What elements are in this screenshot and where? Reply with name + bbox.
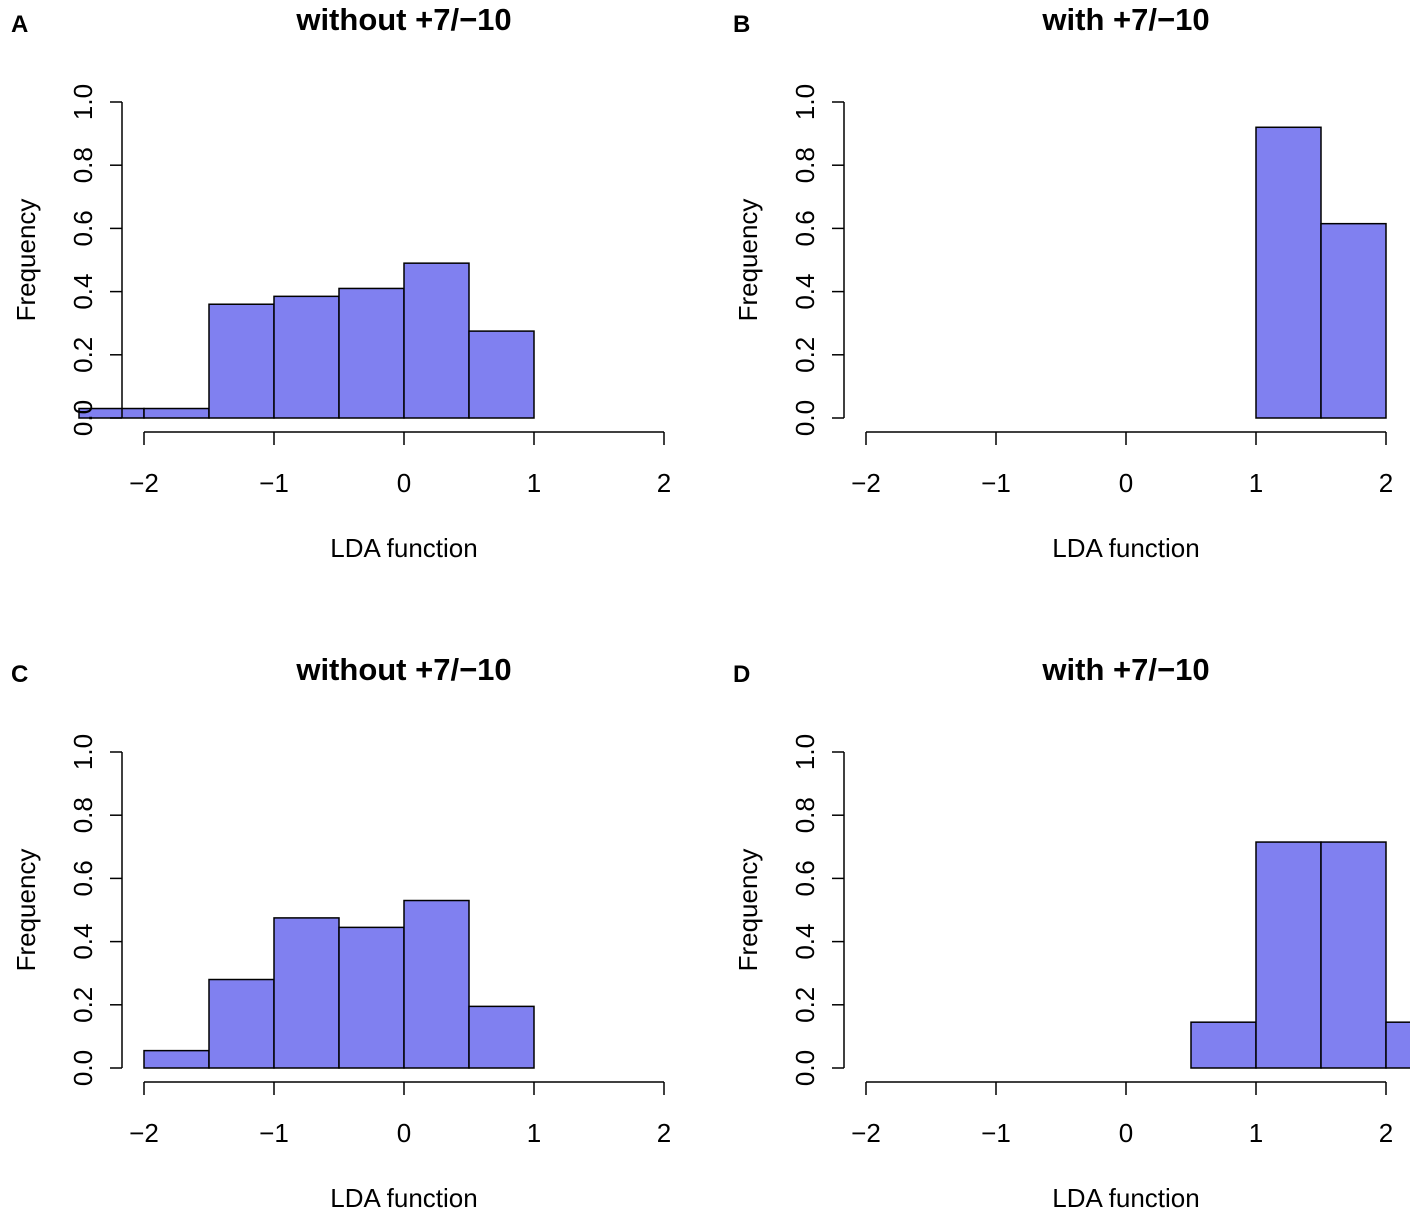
y-tick-label: 0.0 (790, 1050, 820, 1086)
y-tick-label: 1.0 (68, 734, 98, 770)
x-axis-label: LDA function (330, 1183, 477, 1213)
y-axis-label: Frequency (733, 849, 763, 972)
histogram-bar (143, 407, 210, 419)
bars-group (1190, 841, 1410, 1069)
y-tick-label: 0.6 (68, 860, 98, 896)
histogram-bar (403, 262, 470, 419)
y-tick-label: 0.2 (790, 987, 820, 1023)
panel-label: A (11, 11, 28, 38)
x-tick-label: 2 (1379, 1118, 1393, 1148)
histogram-bar (403, 899, 470, 1069)
histogram-bar (338, 287, 405, 419)
x-tick-label: 1 (527, 468, 541, 498)
x-tick-label: −1 (259, 1118, 289, 1148)
y-tick-label: 0.8 (790, 797, 820, 833)
y-tick-label: 0.2 (68, 987, 98, 1023)
x-tick-label: 0 (1119, 468, 1133, 498)
panel-label: D (733, 661, 750, 688)
y-tick-label: 1.0 (68, 84, 98, 120)
x-tick-label: 0 (397, 1118, 411, 1148)
y-tick-label: 0.4 (790, 274, 820, 310)
x-tick-label: −2 (851, 1118, 881, 1148)
y-tick-label: 0.4 (68, 924, 98, 960)
bars-group (78, 262, 535, 419)
x-tick-label: −1 (981, 1118, 1011, 1148)
y-tick-label: 0.6 (68, 210, 98, 246)
panel-label: B (733, 11, 750, 38)
x-axis-label: LDA function (1052, 533, 1199, 563)
x-tick-label: 1 (1249, 1118, 1263, 1148)
chart-title: without +7/−10 (295, 2, 511, 37)
y-tick-label: 0.2 (68, 337, 98, 373)
y-axis-label: Frequency (733, 199, 763, 322)
x-tick-label: 1 (527, 1118, 541, 1148)
histogram-bar (1320, 222, 1387, 419)
x-tick-label: −1 (981, 468, 1011, 498)
x-axis-label: LDA function (330, 533, 477, 563)
y-tick-label: 1.0 (790, 84, 820, 120)
y-tick-label: 0.4 (790, 924, 820, 960)
y-axis-label: Frequency (11, 849, 41, 972)
x-tick-label: 0 (397, 468, 411, 498)
x-tick-label: 0 (1119, 1118, 1133, 1148)
histogram-bar (208, 303, 275, 419)
bars-group (143, 899, 535, 1069)
chart-title: without +7/−10 (295, 652, 511, 687)
histogram-bar (1385, 1021, 1410, 1069)
x-tick-label: −2 (129, 1118, 159, 1148)
y-tick-label: 0.0 (68, 1050, 98, 1086)
histogram-bar (468, 330, 535, 419)
x-tick-label: 2 (657, 468, 671, 498)
y-tick-label: 0.0 (790, 400, 820, 436)
panel-label: C (11, 661, 28, 688)
y-tick-label: 0.8 (790, 147, 820, 183)
y-axis-label: Frequency (11, 199, 41, 322)
x-tick-label: 1 (1249, 468, 1263, 498)
x-tick-label: −2 (129, 468, 159, 498)
y-tick-label: 1.0 (790, 734, 820, 770)
x-tick-label: 2 (657, 1118, 671, 1148)
y-tick-label: 0.6 (790, 210, 820, 246)
histogram-bar (1320, 841, 1387, 1069)
y-tick-label: 0.8 (68, 797, 98, 833)
y-tick-label: 0.0 (68, 400, 98, 436)
y-tick-label: 0.2 (790, 337, 820, 373)
histogram-bar (143, 1049, 210, 1069)
histogram-bar (1255, 126, 1322, 419)
chart-title: with +7/−10 (1041, 652, 1209, 687)
y-tick-label: 0.6 (790, 860, 820, 896)
y-tick-label: 0.8 (68, 147, 98, 183)
bars-group (1255, 126, 1387, 419)
histogram-bar (273, 295, 340, 419)
histogram-bar (1255, 841, 1322, 1069)
x-tick-label: −2 (851, 468, 881, 498)
chart-title: with +7/−10 (1041, 2, 1209, 37)
histogram-bar (208, 978, 275, 1069)
histogram-bar (338, 926, 405, 1069)
histogram-bar (273, 917, 340, 1069)
histogram-bar (1190, 1021, 1257, 1069)
x-tick-label: −1 (259, 468, 289, 498)
y-tick-label: 0.4 (68, 274, 98, 310)
x-tick-label: 2 (1379, 468, 1393, 498)
x-axis-label: LDA function (1052, 1183, 1199, 1213)
histogram-bar (468, 1005, 535, 1069)
